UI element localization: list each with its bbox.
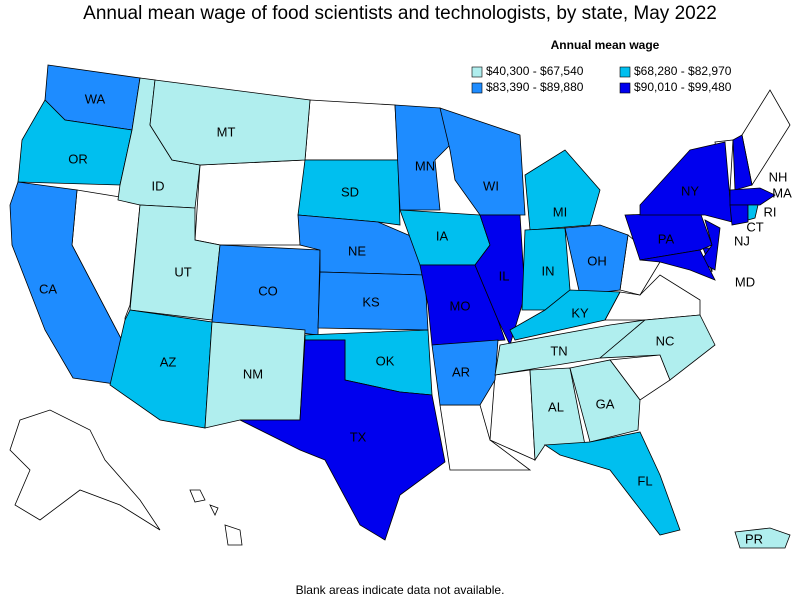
state [729,204,749,226]
state [734,527,791,549]
state-label: GA [596,396,615,411]
state [239,339,446,541]
state [524,149,601,231]
legend-swatch [471,66,483,78]
state [729,187,776,206]
state-label: PA [658,231,675,246]
state [474,214,526,347]
state-label: PR [745,531,763,546]
state-blank [304,99,399,161]
state-label: IL [499,268,510,283]
state-label: TN [550,343,567,358]
state-label: WA [85,91,106,106]
state-label: KY [571,305,589,320]
state-label: NC [656,333,675,348]
legend-label: $90,010 - $99,480 [634,80,732,94]
state [431,339,499,406]
state-label: OH [587,253,607,268]
state-label: FL [637,473,652,488]
state [639,141,733,223]
state [297,159,401,226]
state-label: TX [350,429,367,444]
state-label: IA [436,228,449,243]
state-label: WI [483,178,499,193]
state [509,289,621,341]
state-blank [194,159,306,246]
state [639,249,716,281]
legend-swatch [471,82,483,94]
footnote: Blank areas indicate data not available. [296,583,505,597]
state-label: SD [341,184,359,199]
state-label: CT [746,219,763,234]
hawaii [209,504,219,516]
state-label: AZ [160,354,177,369]
state [732,134,753,191]
state-label: AL [548,399,564,414]
state-label: NJ [734,233,750,248]
state-label: MN [415,158,435,173]
hawaii [224,524,243,546]
state-label: CA [39,281,57,296]
state-label: RI [764,204,777,219]
state [149,79,311,166]
state [564,224,629,296]
state [9,181,129,386]
legend-label: $68,280 - $82,970 [634,64,732,78]
state-label: CO [258,283,278,298]
state-label: KS [362,294,380,309]
blank-states [9,89,791,546]
state-label: OR [68,151,88,166]
state-label: MT [217,124,236,139]
state-label: MA [772,185,792,200]
legend-label: $83,390 - $89,880 [486,80,584,94]
state [543,431,681,536]
state-label: ID [152,178,165,193]
state-label: UT [174,264,191,279]
state [439,107,526,216]
states: WA OR CA ID MT UT CO AZ NM SD NE KS OK TX MN IA MO AR WI IL… [9,64,792,549]
state-label: OK [376,353,395,368]
state-label: MI [553,204,567,219]
state-label: NY [681,183,699,198]
map-title: Annual mean wage of food scientists and … [83,3,717,24]
state-label: AR [452,364,470,379]
state [598,314,716,381]
state-label: IN [542,263,555,278]
legend-label: $40,300 - $67,540 [486,64,584,78]
hawaii [189,489,206,503]
legend-title: Annual mean wage [551,38,660,52]
state-label: MD [735,274,755,289]
alaska [9,409,161,531]
state-label: MO [450,298,471,313]
legend: $40,300 - $67,540 $68,280 - $82,970 $83,39… [471,64,732,94]
state [569,359,641,443]
state [747,204,759,221]
legend-swatch [619,82,631,94]
state-label: NE [348,243,366,258]
state-label: NH [769,169,788,184]
legend-swatch [619,66,631,78]
state-label: NM [243,366,263,381]
